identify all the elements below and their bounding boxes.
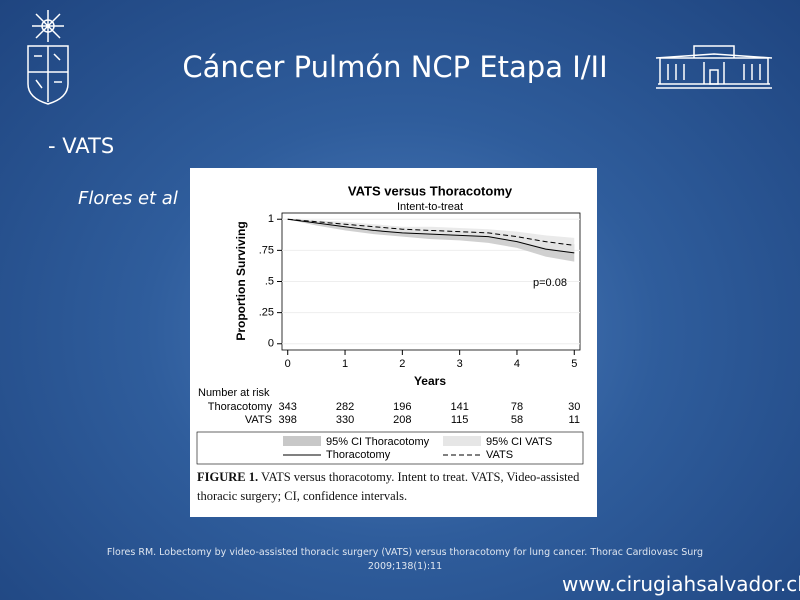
caption-text: VATS versus thoracotomy. Intent to treat… — [197, 470, 580, 503]
risk-value: 196 — [393, 401, 411, 413]
y-axis-label: Proportion Surviving — [234, 221, 248, 340]
legend-label: 95% CI Thoracotomy — [326, 436, 430, 448]
reference: Flores RM. Lobectomy by video-assisted t… — [106, 547, 704, 572]
y-tick-label: .25 — [259, 307, 274, 319]
chart: VATS versus Thoracotomy Intent-to-treat 1.… — [196, 183, 584, 465]
y-tick-label: 0 — [268, 338, 274, 350]
x-tick-label: 4 — [514, 358, 520, 370]
chart-title: VATS versus Thoracotomy — [348, 183, 513, 198]
bullet: - VATS — [48, 134, 115, 158]
author: Flores et al — [78, 188, 178, 209]
annotation: p=0.08 — [533, 277, 567, 289]
survival-line — [287, 218, 575, 254]
risk-value: 330 — [336, 414, 354, 426]
y-tick-label: .75 — [259, 244, 274, 256]
x-tick-label: 0 — [285, 358, 291, 370]
y-tick-label: .5 — [265, 275, 274, 287]
legend-label: 95% CI VATS — [486, 436, 552, 448]
risk-title: Number at risk — [198, 387, 270, 399]
x-tick-label: 5 — [571, 358, 577, 370]
x-tick-label: 1 — [342, 358, 348, 370]
risk-value: 58 — [511, 414, 523, 426]
building-logo — [655, 45, 773, 89]
university-logo — [27, 10, 69, 105]
risk-value: 282 — [336, 401, 354, 413]
y-tick-label: 1 — [268, 213, 274, 225]
legend-swatch — [443, 436, 481, 446]
x-tick-label: 2 — [399, 358, 405, 370]
risk-value: 398 — [279, 414, 297, 426]
figure-panel: VATS versus Thoracotomy Intent-to-treat 1.… — [190, 168, 597, 517]
legend-label: Thoracotomy — [326, 449, 391, 461]
legend-box — [196, 431, 584, 465]
risk-value: 208 — [393, 414, 411, 426]
risk-row-name: VATS — [245, 414, 272, 426]
risk-value: 343 — [279, 401, 297, 413]
chart-subtitle: Intent-to-treat — [397, 201, 463, 213]
legend-label: VATS — [486, 449, 513, 461]
risk-value: 115 — [451, 414, 469, 426]
risk-value: 78 — [511, 401, 523, 413]
ci-band — [287, 219, 575, 253]
website: www.cirugiahsalvador.cl — [562, 572, 800, 596]
x-axis-label: Years — [414, 374, 446, 388]
slide-title: Cáncer Pulmón NCP Etapa I/II — [182, 50, 608, 84]
x-tick-label: 3 — [457, 358, 463, 370]
legend-swatch — [283, 436, 321, 446]
ci-band — [287, 219, 575, 262]
risk-value: 30 — [568, 401, 580, 413]
risk-row-name: Thoracotomy — [208, 401, 273, 413]
caption-label: FIGURE 1. — [197, 470, 259, 484]
risk-value: 141 — [450, 401, 468, 413]
caption: FIGURE 1. VATS versus thoracotomy. Inten… — [197, 468, 592, 506]
risk-value: 11 — [569, 414, 580, 426]
